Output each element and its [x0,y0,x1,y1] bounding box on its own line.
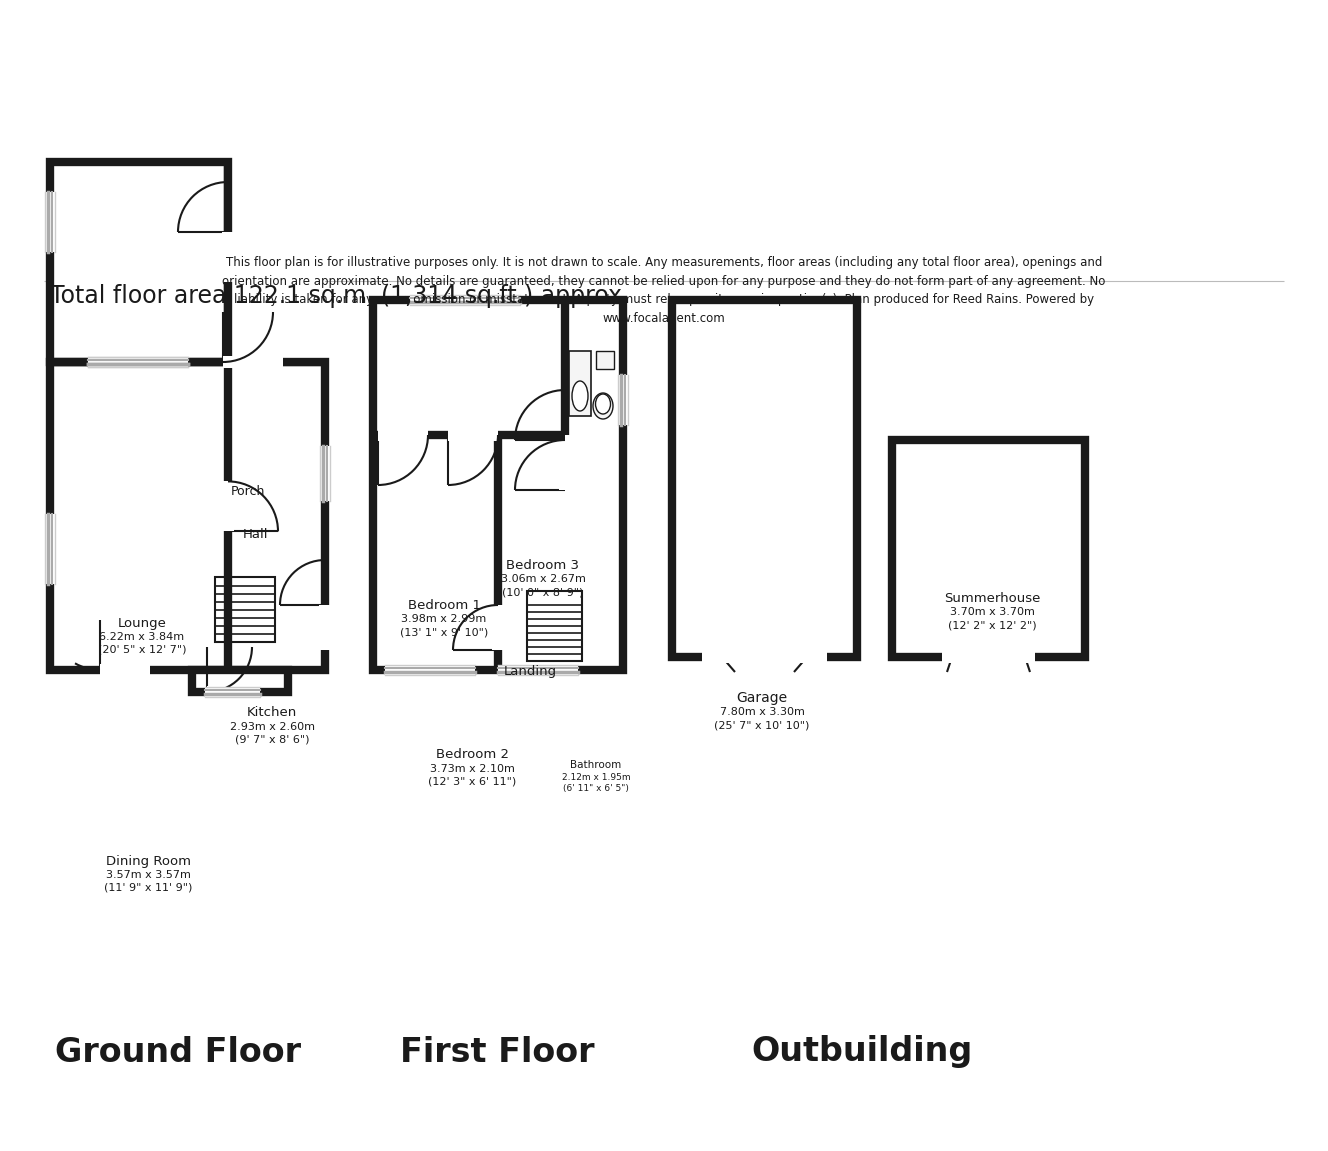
Text: Bedroom 3: Bedroom 3 [506,558,579,572]
Text: Dining Room: Dining Room [105,854,190,868]
Text: (12' 2" x 12' 2"): (12' 2" x 12' 2") [948,620,1036,630]
Text: Garage: Garage [737,691,788,706]
Bar [205,687,260,698]
Bar [942,651,1035,663]
Text: (20' 5" x 12' 7"): (20' 5" x 12' 7") [98,645,186,655]
Bar [672,300,857,657]
Bar [410,295,521,305]
Bar [527,590,582,661]
Text: Bathroom: Bathroom [570,760,622,770]
Text: Landing: Landing [503,664,556,678]
Text: (13' 1" x 9' 10"): (13' 1" x 9' 10") [400,627,489,637]
Bar [207,686,252,698]
Bar [215,577,275,642]
Text: 3.06m x 2.67m: 3.06m x 2.67m [501,574,586,584]
Text: 6.22m x 3.84m: 6.22m x 3.84m [100,632,185,642]
Text: Hall: Hall [242,527,268,541]
Bar [618,375,628,425]
Bar [45,192,54,252]
Bar [88,357,189,367]
Text: Ground Floor: Ground Floor [54,1036,301,1068]
Text: 2.93m x 2.60m: 2.93m x 2.60m [230,722,315,732]
Bar [88,357,189,367]
Text: (9' 7" x 8' 6"): (9' 7" x 8' 6") [235,735,309,745]
Bar [319,605,331,650]
Text: Bedroom 1: Bedroom 1 [408,599,481,611]
Text: Porch: Porch [231,485,266,497]
Bar [596,351,614,369]
Bar [385,665,475,674]
Bar [193,670,288,692]
Bar [892,440,1085,657]
Text: This floor plan is for illustrative purposes only. It is not drawn to scale. Any: This floor plan is for illustrative purp… [222,256,1106,325]
Ellipse shape [572,381,588,411]
Text: Outbuilding: Outbuilding [752,1036,972,1068]
Text: Kitchen: Kitchen [247,707,297,719]
Text: 3.70m x 3.70m: 3.70m x 3.70m [950,607,1035,617]
Text: Total floor area 122.1 sq.m. (1,314 sq.ft.) approx: Total floor area 122.1 sq.m. (1,314 sq.f… [50,284,622,308]
Bar [222,233,234,282]
Text: 3.57m x 3.57m: 3.57m x 3.57m [105,870,190,881]
Ellipse shape [594,392,614,419]
Bar [228,162,325,363]
Bar [378,429,428,441]
Bar [45,513,54,584]
Text: Lounge: Lounge [118,617,166,630]
Bar [559,440,571,490]
Text: Summerhouse: Summerhouse [944,592,1040,604]
Text: (6' 11" x 6' 5"): (6' 11" x 6' 5") [563,785,629,793]
Text: 3.98m x 2.99m: 3.98m x 2.99m [401,613,486,624]
Bar [50,162,228,363]
Bar [568,351,591,416]
Bar [559,440,571,490]
Bar [373,300,623,670]
Bar [223,356,283,368]
Bar [498,665,578,674]
Text: 7.80m x 3.30m: 7.80m x 3.30m [720,707,805,717]
Bar [491,605,505,650]
Text: (11' 9" x 11' 9"): (11' 9" x 11' 9") [104,883,193,893]
Text: (12' 3" x 6' 11"): (12' 3" x 6' 11") [428,777,517,787]
Text: First Floor: First Floor [400,1036,594,1068]
Bar [703,651,827,663]
Text: 3.73m x 2.10m: 3.73m x 2.10m [429,764,514,773]
Text: (10' 0" x 8' 9"): (10' 0" x 8' 9") [502,587,584,597]
Bar [448,429,498,441]
Bar [100,664,150,676]
Ellipse shape [595,394,611,414]
Text: 2.12m x 1.95m: 2.12m x 1.95m [562,773,631,783]
Text: Bedroom 2: Bedroom 2 [436,748,509,762]
Bar [320,445,329,501]
Bar [50,363,325,670]
Text: (25' 7" x 10' 10"): (25' 7" x 10' 10") [714,721,810,730]
Bar [222,481,234,532]
